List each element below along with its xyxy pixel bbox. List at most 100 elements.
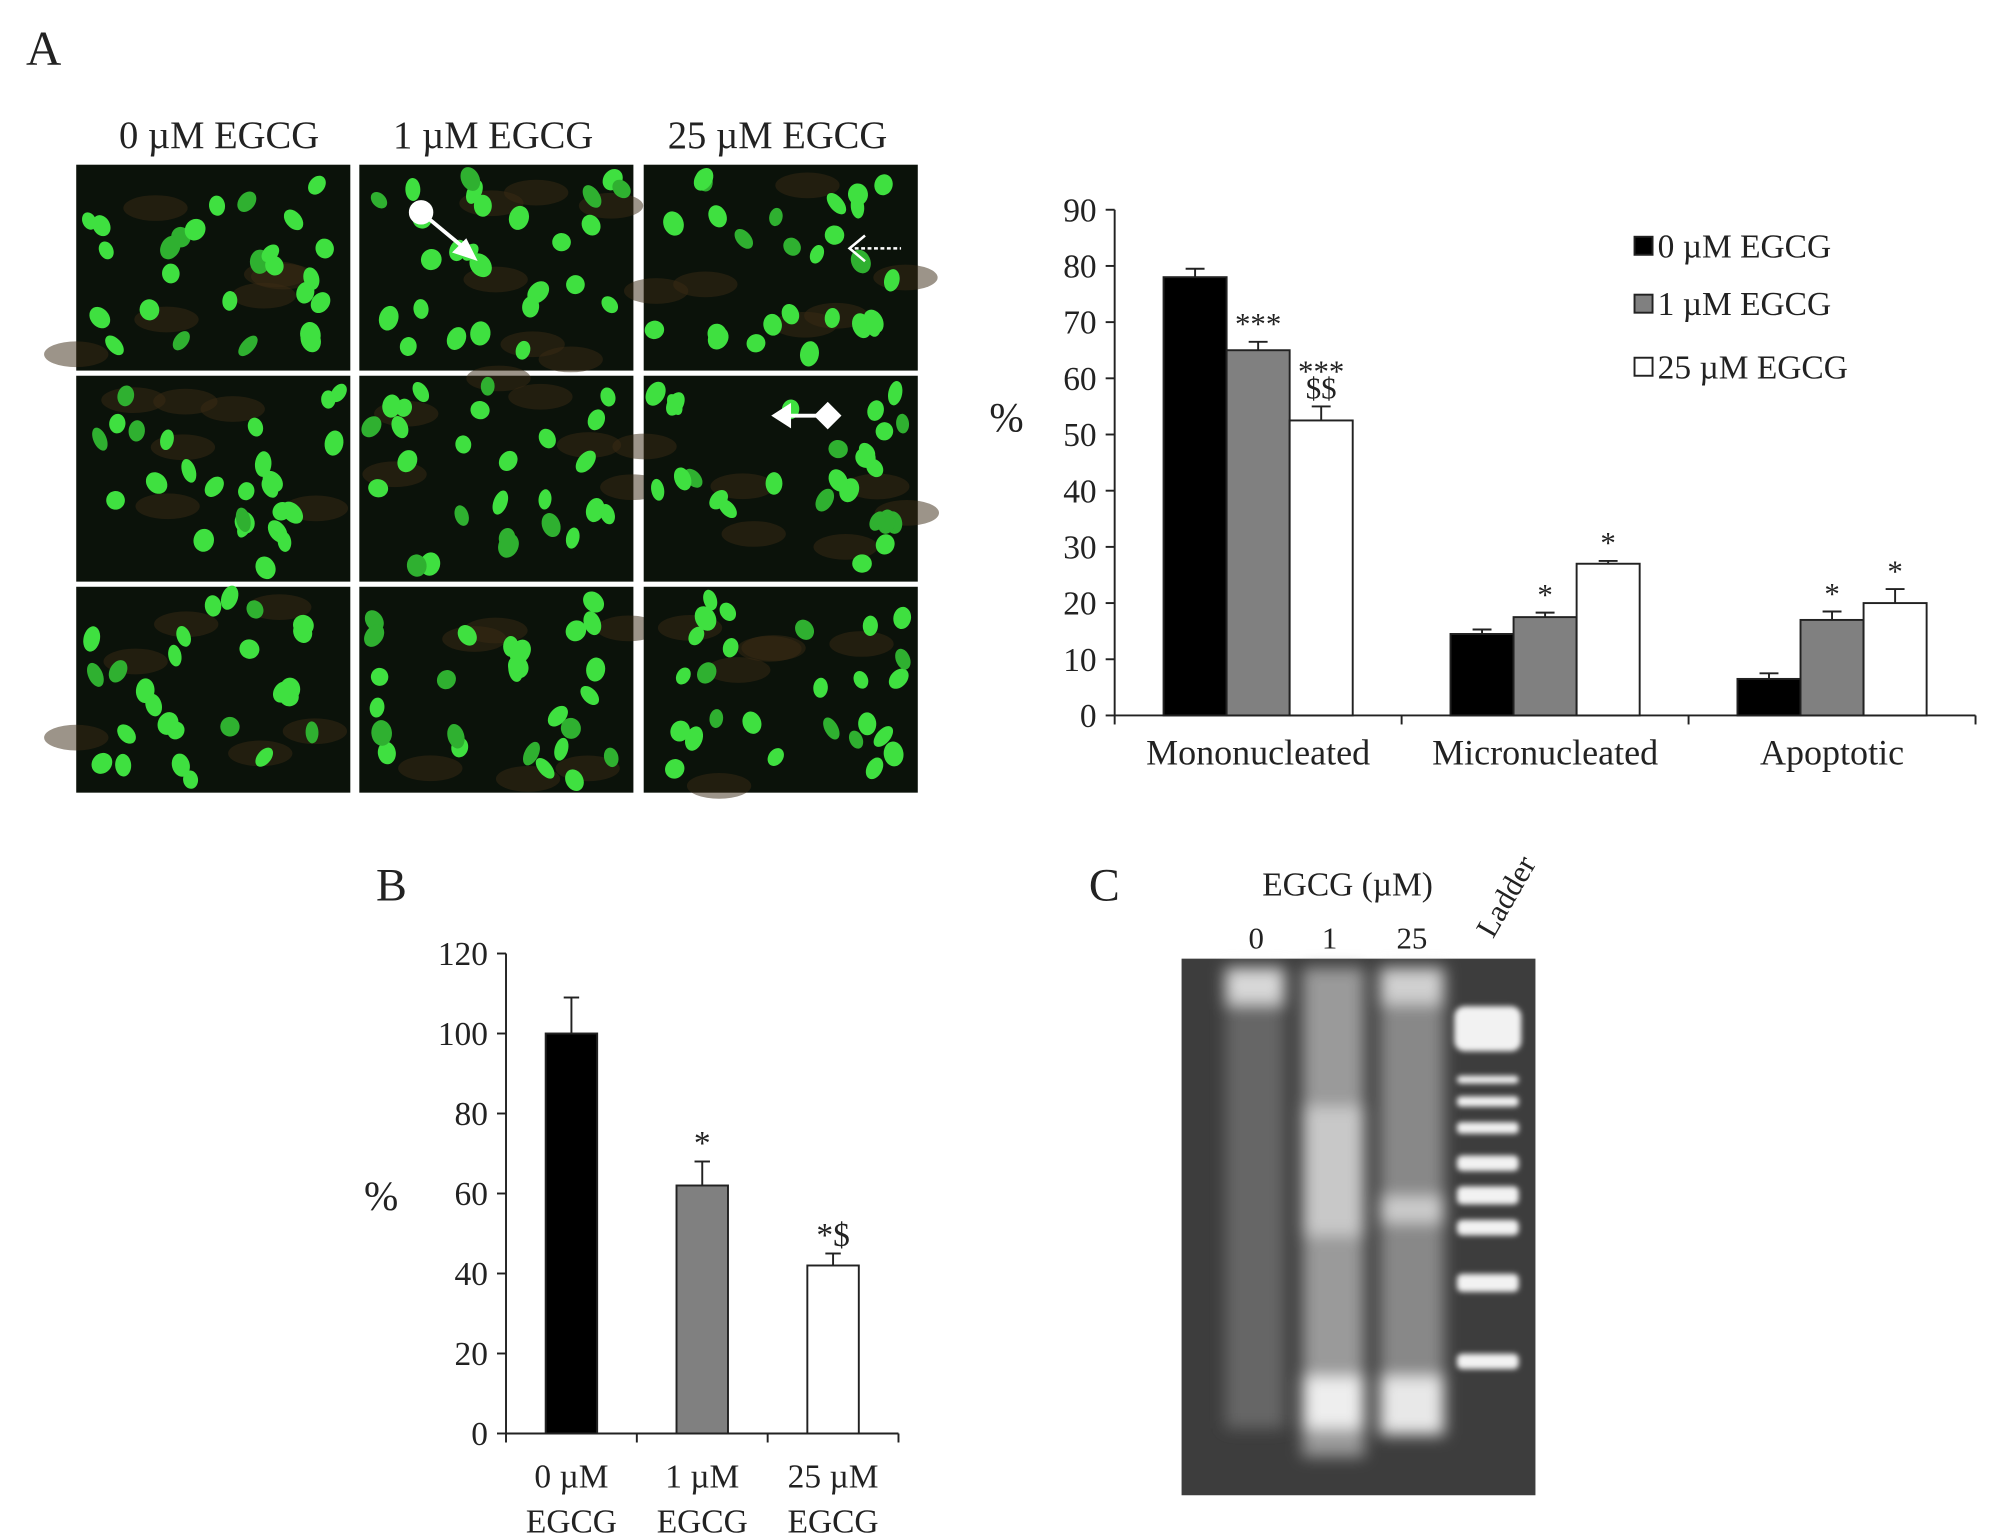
nucleus <box>600 387 616 407</box>
legend-label: 0 µM EGCG <box>1658 228 1831 265</box>
nucleus <box>460 167 481 191</box>
nucleus <box>663 211 684 236</box>
nucleus <box>883 741 904 767</box>
nucleus <box>848 730 864 749</box>
nucleus <box>603 747 619 768</box>
nucleus <box>457 624 477 646</box>
panel-label: C <box>1089 861 1120 912</box>
nucleus <box>115 753 132 777</box>
nucleus <box>522 741 540 766</box>
nucleus <box>684 726 704 751</box>
cytoplasm <box>721 521 786 547</box>
nucleus <box>446 327 467 350</box>
nucleus <box>522 296 540 318</box>
y-tick-label: 100 <box>438 1016 488 1053</box>
cytoplasm <box>673 271 738 298</box>
nucleus <box>734 228 754 249</box>
lane-label: Ladder <box>1469 849 1543 943</box>
cytoplasm <box>845 473 910 500</box>
nucleus <box>586 657 606 682</box>
column-label: 0 µM EGCG <box>119 115 319 157</box>
y-tick-label: 70 <box>1063 305 1096 342</box>
nucleus <box>554 737 569 761</box>
nucleus <box>707 327 729 350</box>
nucleus <box>566 275 585 295</box>
nucleus <box>742 711 762 734</box>
bar <box>1575 562 1641 717</box>
legend-label: 25 µM EGCG <box>1658 349 1848 386</box>
nucleus <box>204 595 222 617</box>
nucleus <box>454 505 469 526</box>
nucleus <box>255 747 274 767</box>
x-tick-label: EGCG <box>526 1504 617 1539</box>
nucleus <box>795 619 815 640</box>
cytoplasm <box>829 631 894 657</box>
nucleus <box>172 331 190 351</box>
nucleus <box>815 488 835 512</box>
nucleus <box>719 602 737 621</box>
nucleus <box>865 757 884 780</box>
nucleus <box>850 249 871 274</box>
nucleus <box>89 306 111 329</box>
micrographs <box>44 164 940 799</box>
cytoplasm <box>123 195 188 221</box>
nucleus <box>413 299 429 319</box>
nucleus <box>406 554 427 577</box>
nucleus <box>763 313 782 336</box>
nucleus <box>895 648 911 670</box>
nucleus <box>853 670 869 689</box>
nucleus <box>826 192 847 215</box>
cytoplasm <box>466 365 531 392</box>
nucleus <box>193 528 215 552</box>
nucleus <box>852 554 872 573</box>
nucleus <box>108 660 128 683</box>
y-tick-label: 80 <box>1063 249 1096 286</box>
nucleus <box>371 720 392 746</box>
legend-swatch <box>1633 235 1654 256</box>
nucleus <box>651 478 665 501</box>
nucleus <box>580 685 600 705</box>
bar <box>1736 677 1802 717</box>
nucleus <box>272 502 291 521</box>
nucleus <box>673 467 692 491</box>
nucleus <box>315 238 334 259</box>
nucleus <box>160 429 174 451</box>
legend-label: 1 µM EGCG <box>1658 286 1831 323</box>
nucleus <box>279 687 299 707</box>
y-tick-label: 80 <box>455 1096 488 1133</box>
nucleus <box>369 697 385 718</box>
y-tick-label: 30 <box>1063 529 1096 566</box>
cytoplasm <box>873 264 938 291</box>
nucleus <box>867 400 884 421</box>
panel-label: A <box>26 20 61 75</box>
significance: *** <box>1235 306 1281 341</box>
nucleus <box>246 600 264 619</box>
nucleus <box>183 770 199 789</box>
nucleus <box>368 479 389 498</box>
bar <box>1449 633 1515 717</box>
nucleus <box>823 717 840 740</box>
nucleus <box>492 490 509 515</box>
nucleus <box>247 417 264 437</box>
nucleus <box>261 244 280 263</box>
y-axis-label: % <box>364 1173 398 1219</box>
y-tick-label: 20 <box>455 1336 488 1373</box>
bar <box>1288 419 1354 717</box>
nucleus <box>238 335 258 357</box>
lane-label: 1 <box>1322 920 1337 955</box>
cytoplasm <box>150 434 216 461</box>
nucleus <box>582 185 602 208</box>
nucleus <box>378 305 399 331</box>
nucleus <box>565 769 584 791</box>
nucleus <box>873 726 894 747</box>
nucleus <box>508 657 524 682</box>
nucleus <box>515 340 531 360</box>
nucleus <box>809 244 825 264</box>
cytoplasm <box>101 387 166 413</box>
nucleus <box>470 321 491 346</box>
nucleus <box>82 212 97 230</box>
cytoplasm <box>686 772 752 799</box>
cytoplasm <box>741 635 806 661</box>
nucleus <box>105 335 124 356</box>
nucleus <box>382 394 401 418</box>
